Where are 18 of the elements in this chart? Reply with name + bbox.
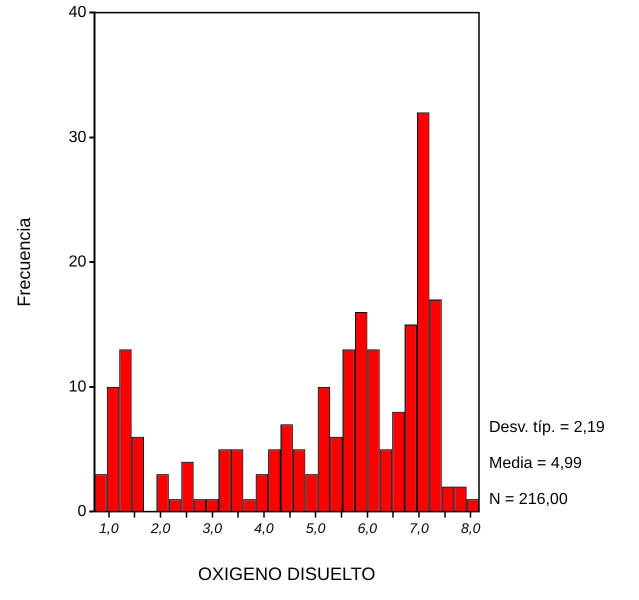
x-tick-label: 7,0 bbox=[409, 520, 429, 536]
x-tick-label: 8,0 bbox=[460, 520, 481, 536]
x-tick-label: 5,0 bbox=[306, 520, 326, 536]
y-tick-label: 30 bbox=[68, 128, 86, 146]
x-tick-label: 1,0 bbox=[99, 520, 119, 536]
text: N = 216,00 bbox=[489, 491, 568, 508]
x-tick-label: 6,0 bbox=[358, 520, 378, 536]
y-tick-label: 10 bbox=[68, 378, 86, 396]
x-tick-label: 2,0 bbox=[150, 520, 171, 536]
text: Desv. típ. = 2,19 bbox=[489, 419, 605, 436]
y-tick-label: 20 bbox=[68, 254, 86, 271]
x-tick-label: 3,0 bbox=[202, 520, 222, 536]
y-tick-label: 40 bbox=[68, 4, 86, 22]
x-axis-title: OXIGENO DISUELTO bbox=[198, 564, 376, 584]
x-tick-label: 4,0 bbox=[254, 520, 274, 536]
y-tick-label: 0 bbox=[77, 503, 86, 520]
y-axis-title: Frecuencia bbox=[14, 216, 34, 307]
text: Media = 4,99 bbox=[489, 455, 582, 472]
